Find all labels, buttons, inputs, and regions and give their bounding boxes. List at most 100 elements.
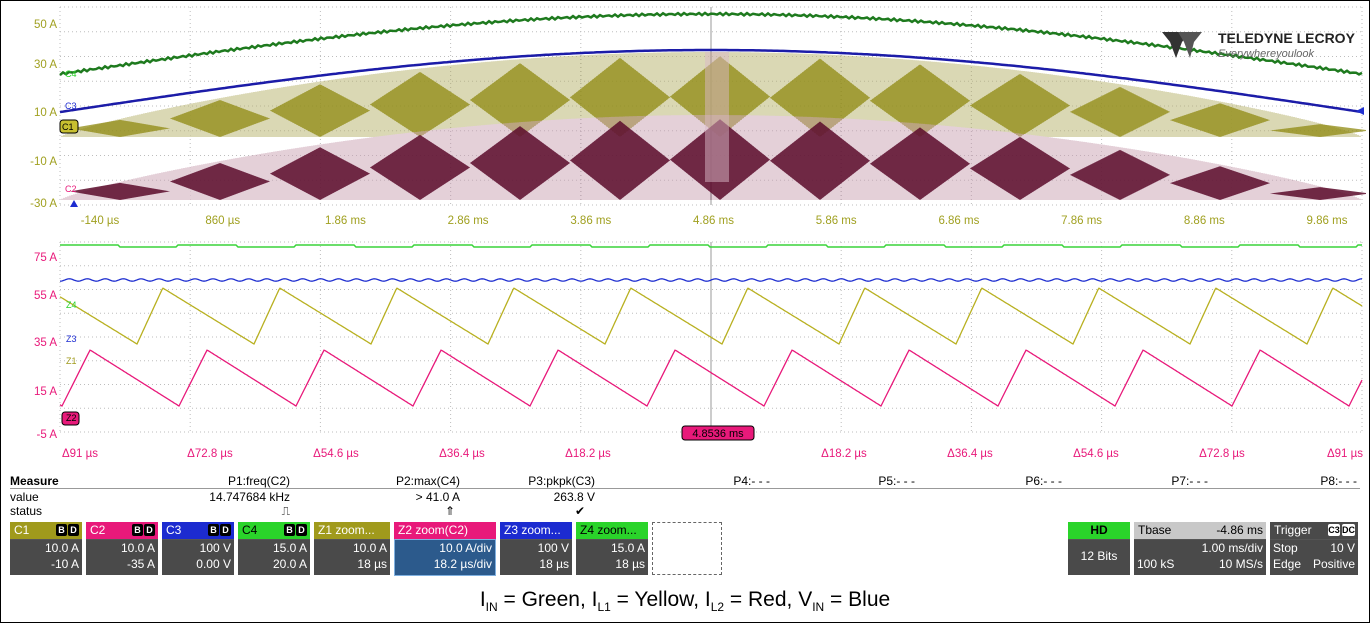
c1-diamond xyxy=(70,119,170,137)
deskew-badge: D xyxy=(144,524,155,536)
z3-trace xyxy=(59,278,1363,282)
x-tick-label: Δ18.2 µs xyxy=(821,448,867,460)
timebase-div: 1.00 ms/div xyxy=(1201,541,1263,555)
channel-marker[interactable]: C1 xyxy=(62,122,74,132)
param-name[interactable]: P1:freq(C2) xyxy=(227,474,290,488)
y-tick-label: 35 A xyxy=(34,337,57,349)
center-time-badge xyxy=(681,425,755,441)
c2-diamond xyxy=(370,134,470,200)
x-tick-label: Δ91 µs xyxy=(62,448,98,460)
x-tick-label: Δ72.8 µs xyxy=(1199,448,1245,460)
logo-brand: TELEDYNE LECROY xyxy=(1218,30,1356,46)
caption-item: IIN = Green xyxy=(479,588,580,615)
timebase-offset: -4.86 ms xyxy=(1216,523,1263,537)
c1-diamond xyxy=(170,100,270,137)
param-status-icon: ✔ xyxy=(574,504,585,518)
param-name[interactable]: P6:- - - xyxy=(1025,474,1062,488)
y-tick-label: -10 A xyxy=(30,156,57,168)
channel-c4-descriptor[interactable]: C4 B D 15.0 A 20.0 A xyxy=(238,522,310,575)
channel-marker[interactable]: C4 xyxy=(65,69,77,79)
caption-item: IL2 = Red xyxy=(704,588,787,615)
zoom-time-scale: 18 µs xyxy=(539,557,569,571)
param-name[interactable]: P8:- - - xyxy=(1320,474,1357,488)
x-tick-label: -140 µs xyxy=(81,215,120,227)
bandwidth-badge: B xyxy=(56,524,67,536)
channel-c3-descriptor[interactable]: C3 B D 100 V 0.00 V xyxy=(162,522,234,575)
y-tick-label: 50 A xyxy=(34,19,57,31)
channel-marker[interactable]: C3 xyxy=(65,101,77,111)
timebase-descriptor[interactable]: Tbase -4.86 ms 1.00 ms/div 100 kS 10 MS/… xyxy=(1134,522,1266,575)
z1-trace xyxy=(59,287,1363,345)
c2-diamond xyxy=(270,147,370,200)
zoom-z2-descriptor[interactable]: Z2 zoom(C2) 10.0 A/div 18.2 µs/div xyxy=(394,522,496,576)
c1-diamond xyxy=(870,64,970,137)
deskew-badge: D xyxy=(296,524,307,536)
logo-tagline: Everywhereyoulook xyxy=(1218,48,1314,60)
vertical-scale: 100 V xyxy=(199,541,231,555)
zoom-time-scale: 18 µs xyxy=(615,557,645,571)
zoom-z1-descriptor[interactable]: Z1 zoom... 10.0 A 18 µs xyxy=(314,522,390,575)
zoom-vertical-scale: 100 V xyxy=(537,541,569,555)
zoom-label: Z4 zoom... xyxy=(580,523,637,537)
zoom-time-scale: 18.2 µs/div xyxy=(433,557,492,571)
zoom-vertical-scale: 10.0 A/div xyxy=(439,541,492,555)
vertical-scale: 10.0 A xyxy=(44,541,79,555)
trigger-descriptor[interactable]: Trigger C3 DC Stop 10 V Edge Positive xyxy=(1270,522,1358,575)
vertical-offset: 20.0 A xyxy=(272,557,307,571)
c2-diamond xyxy=(1270,187,1370,200)
lower-waveforms xyxy=(59,244,1363,407)
zoom-marker[interactable]: Z2 xyxy=(66,413,77,423)
teledyne-lecroy-logo: TELEDYNE LECROY Everywhereyoulook xyxy=(1160,28,1360,62)
zoom-z3-descriptor[interactable]: Z3 zoom... 100 V 18 µs xyxy=(500,522,572,575)
c3-level-marker xyxy=(1356,107,1364,115)
param-name[interactable]: P7:- - - xyxy=(1171,474,1208,488)
trigger-level: 10 V xyxy=(1330,541,1355,555)
zoom-z4-descriptor[interactable]: Z4 zoom... 15.0 A 18 µs xyxy=(576,522,648,575)
y-tick-label: 10 A xyxy=(34,107,57,119)
vertical-scale: 10.0 A xyxy=(120,541,155,555)
x-tick-label: Δ54.6 µs xyxy=(1073,448,1119,460)
vertical-offset: -10 A xyxy=(50,557,79,571)
zoom-marker[interactable]: Z1 xyxy=(66,356,77,366)
channel-label: C4 xyxy=(242,523,258,537)
bandwidth-badge: B xyxy=(284,524,295,536)
y-tick-label: 75 A xyxy=(34,252,57,264)
oscilloscope-screen: 50 A 30 A 10 A -10 A -30 A -140 µs 860 µs 1.86 … xyxy=(2,2,1370,578)
channel-c2-descriptor[interactable]: C2 B D 10.0 A -35 A xyxy=(86,522,158,575)
hd-descriptor[interactable]: HD 12 Bits xyxy=(1068,522,1130,575)
zoom-vertical-scale: 10.0 A xyxy=(352,541,387,555)
channel-c1-descriptor[interactable]: C1 B D 10.0 A -10 A xyxy=(10,522,82,575)
c1-diamond xyxy=(1070,86,1170,137)
x-tick-label: 7.86 ms xyxy=(1061,215,1102,227)
x-tick-label: 5.86 ms xyxy=(816,215,857,227)
param-name[interactable]: P4:- - - xyxy=(733,474,770,488)
deskew-badge: D xyxy=(220,524,231,536)
channel-marker[interactable]: C2 xyxy=(65,184,77,194)
x-tick-label: 1.86 ms xyxy=(325,215,366,227)
param-status-icon: ⎍ xyxy=(281,504,290,518)
param-name[interactable]: P3:pkpk(C3) xyxy=(528,474,595,488)
param-name[interactable]: P2:max(C4) xyxy=(395,474,460,488)
deskew-badge: D xyxy=(68,524,79,536)
x-tick-label: 6.86 ms xyxy=(938,215,979,227)
zoom-label: Z2 zoom(C2) xyxy=(398,523,469,537)
c1-diamond xyxy=(1170,103,1270,137)
center-time-label: 4.8536 ms xyxy=(692,428,744,440)
trigger-position-icon xyxy=(70,200,78,207)
trigger-coupling-badge: DC xyxy=(1342,524,1355,536)
zoom-marker[interactable]: Z3 xyxy=(66,334,77,344)
param-name[interactable]: P5:- - - xyxy=(878,474,915,488)
zoom-region xyxy=(705,52,729,182)
c1-diamond xyxy=(470,63,570,137)
c4-trace xyxy=(59,11,1363,77)
waveform-display[interactable]: 50 A 30 A 10 A -10 A -30 A -140 µs 860 µs 1.86 … xyxy=(2,2,1370,472)
empty-descriptor-slot[interactable] xyxy=(652,522,722,575)
trigger-slope: Positive xyxy=(1312,557,1355,571)
x-tick-label: 9.86 ms xyxy=(1307,215,1348,227)
x-tick-label: Δ18.2 µs xyxy=(565,448,611,460)
x-tick-label: Δ72.8 µs xyxy=(187,448,233,460)
x-tick-label: Δ36.4 µs xyxy=(947,448,993,460)
sample-rate: 10 MS/s xyxy=(1218,557,1263,571)
c1-diamond xyxy=(270,84,370,137)
zoom-marker[interactable]: Z4 xyxy=(66,300,77,310)
